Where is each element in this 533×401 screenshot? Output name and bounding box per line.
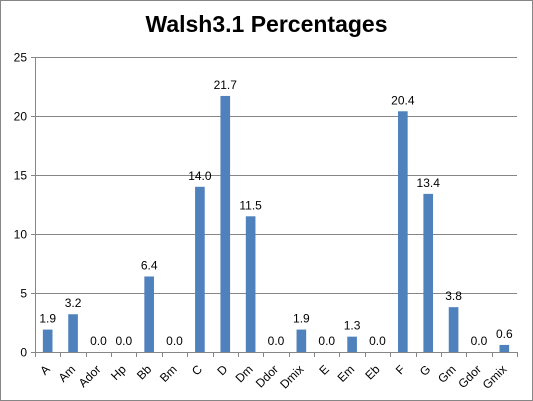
data-label: 0.0 (369, 334, 386, 348)
x-tick-label: Dmix (277, 362, 306, 391)
data-label: 0.0 (318, 334, 335, 348)
bar-gmix (499, 344, 510, 352)
x-tick-label: D (214, 362, 230, 378)
x-tick-label: A (37, 362, 53, 378)
bars (42, 95, 510, 352)
y-tick-label: 25 (14, 51, 28, 65)
y-tick-label: 10 (14, 228, 28, 242)
x-tick-label: Ddor (253, 362, 281, 390)
data-label: 1.9 (39, 312, 56, 326)
data-label: 13.4 (417, 176, 441, 190)
data-label: 21.7 (214, 78, 238, 92)
data-label: 3.2 (65, 296, 82, 310)
y-tick-label: 20 (14, 110, 28, 124)
y-tick-labels: 0 5 10 15 20 25 (14, 51, 28, 360)
data-label: 0.0 (268, 334, 285, 348)
bar-gm (448, 307, 459, 352)
bar-d (220, 95, 231, 352)
data-labels: 1.9 3.2 0.0 0.0 6.4 0.0 14.0 21.7 11.5 0.0 1.9 0.0 1… (39, 78, 513, 348)
x-tick-label: Am (56, 362, 79, 385)
bar-g (423, 193, 434, 352)
x-tick-label: Gmix (480, 362, 510, 392)
bar-am (68, 314, 78, 352)
x-tick-label: Em (335, 362, 358, 385)
data-label: 3.8 (445, 289, 462, 303)
data-label: 0.0 (166, 334, 183, 348)
data-label: 14.0 (188, 169, 212, 183)
x-tick-label: G (417, 362, 434, 379)
x-tick-label: F (393, 362, 408, 377)
data-label: 0.0 (115, 334, 132, 348)
data-label: 1.3 (344, 319, 361, 333)
axes (31, 57, 518, 357)
x-tick-label: Hp (108, 362, 129, 383)
bar-dmix (296, 329, 307, 352)
bar-bb (144, 276, 154, 352)
bar-c (195, 186, 205, 352)
data-label: 0.0 (471, 334, 488, 348)
data-label: 6.4 (141, 258, 158, 272)
data-label: 1.9 (293, 312, 310, 326)
x-tick-label: E (316, 362, 332, 378)
data-label: 0.6 (496, 327, 513, 341)
y-tick-label: 15 (14, 169, 28, 183)
x-tick-label: Bb (134, 362, 155, 383)
x-tick-label: Bm (157, 362, 180, 385)
data-label: 20.4 (391, 93, 415, 107)
x-tick-label: C (189, 362, 205, 378)
x-tick-label: Eb (362, 362, 383, 383)
x-tick-label: Gdor (455, 362, 484, 391)
x-tick-label: Ador (76, 362, 104, 390)
x-tick-label: Dm (233, 362, 256, 385)
y-tick-label: 0 (20, 346, 27, 360)
y-tick-label: 5 (20, 287, 27, 301)
bar-em (347, 336, 357, 352)
chart-title: Walsh3.1 Percentages (145, 11, 388, 37)
gridlines (35, 57, 517, 294)
bar-a (42, 329, 53, 352)
bar-f (398, 111, 408, 352)
data-label: 0.0 (90, 334, 107, 348)
bar-dm (245, 216, 256, 352)
data-label: 11.5 (239, 198, 262, 212)
